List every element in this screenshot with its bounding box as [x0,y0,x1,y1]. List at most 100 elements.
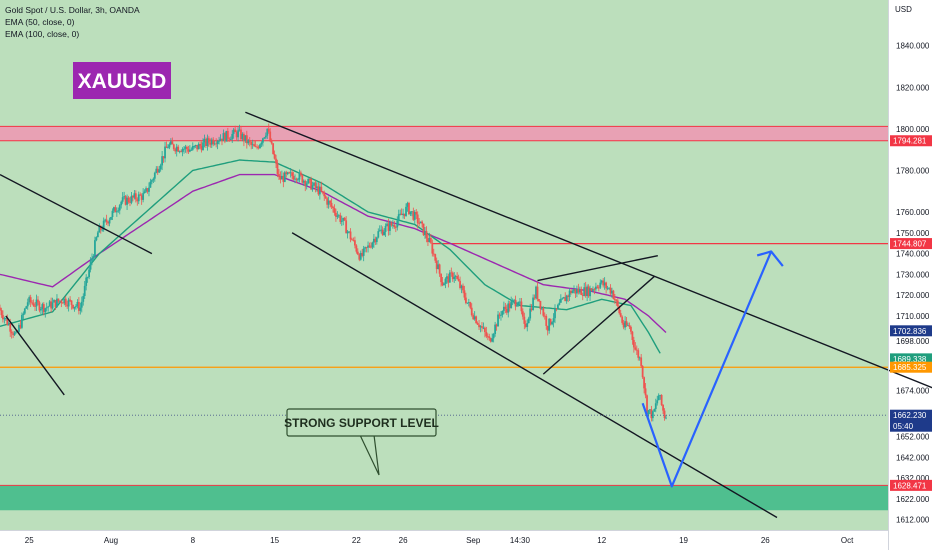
candle[interactable] [603,277,606,290]
candle[interactable] [530,304,533,312]
candle[interactable] [307,177,310,185]
candle[interactable] [451,271,454,282]
candle[interactable] [243,132,245,147]
candle[interactable] [292,171,295,181]
candle[interactable] [177,144,180,153]
candle[interactable] [576,285,578,298]
candle[interactable] [159,163,162,172]
candle[interactable] [42,302,45,316]
candle[interactable] [232,127,235,139]
candle[interactable] [650,405,653,422]
candle[interactable] [448,269,451,283]
candle[interactable] [94,236,96,257]
candle[interactable] [351,237,353,241]
candle[interactable] [662,404,664,415]
candle[interactable] [88,266,90,280]
candle[interactable] [251,139,254,149]
candle[interactable] [408,201,410,215]
candle[interactable] [123,191,126,200]
price-tag[interactable]: 1702.836 [890,325,932,337]
candle[interactable] [361,249,364,258]
candle[interactable] [497,310,499,327]
candle[interactable] [394,225,397,233]
candle[interactable] [326,196,329,209]
candle[interactable] [383,228,386,236]
candle[interactable] [48,299,51,307]
candle[interactable] [387,218,390,236]
candle[interactable] [483,326,486,338]
candle[interactable] [405,203,407,217]
candle[interactable] [80,296,83,313]
candle[interactable] [79,302,82,315]
candle[interactable] [488,333,491,341]
candle[interactable] [613,293,616,304]
candle[interactable] [34,302,36,311]
price-tag[interactable]: 1685.325 [890,361,932,373]
candle[interactable] [377,228,380,239]
candle[interactable] [321,191,324,195]
candle[interactable] [124,195,127,206]
candle[interactable] [241,132,244,142]
candle[interactable] [121,192,124,204]
candle[interactable] [628,322,631,329]
candle[interactable] [429,234,432,244]
candle[interactable] [441,277,444,287]
candle[interactable] [656,395,659,406]
candle[interactable] [21,312,23,330]
candle[interactable] [316,182,318,192]
candle[interactable] [213,140,216,146]
candle[interactable] [444,277,447,289]
candle[interactable] [660,394,663,407]
candle[interactable] [256,144,258,150]
candle[interactable] [345,216,348,234]
candle[interactable] [432,248,435,257]
candle[interactable] [63,298,66,306]
trendline[interactable] [245,111,932,389]
candle[interactable] [253,141,256,147]
candle[interactable] [64,296,67,307]
candle[interactable] [327,196,330,209]
candle[interactable] [140,193,143,205]
candle[interactable] [419,221,422,224]
candle[interactable] [278,169,280,181]
candle[interactable] [276,159,279,178]
candle[interactable] [584,281,587,298]
candle[interactable] [129,197,131,207]
candle[interactable] [409,211,412,216]
candle[interactable] [260,141,263,148]
candle[interactable] [291,169,294,180]
candle[interactable] [82,293,85,306]
candle[interactable] [45,302,48,312]
projection-path[interactable] [641,251,773,488]
candle[interactable] [218,136,220,145]
candle[interactable] [612,289,615,300]
candle[interactable] [18,323,20,334]
candle[interactable] [137,191,140,205]
candle[interactable] [143,189,146,194]
candle[interactable] [108,217,111,227]
candle[interactable] [330,198,333,210]
candle[interactable] [501,310,504,318]
candle[interactable] [259,143,261,149]
candle[interactable] [83,280,86,299]
candle[interactable] [77,297,80,315]
candle[interactable] [194,144,197,149]
candle[interactable] [134,190,137,203]
candle[interactable] [244,135,247,143]
candle[interactable] [635,345,638,355]
candle[interactable] [39,306,42,315]
candle[interactable] [127,195,130,204]
candle[interactable] [248,136,251,147]
candle[interactable] [453,272,456,283]
candle[interactable] [478,320,480,330]
candle[interactable] [520,297,523,315]
candle[interactable] [460,284,463,294]
candle[interactable] [294,174,296,184]
candle[interactable] [643,376,645,394]
candle[interactable] [599,279,602,290]
candle[interactable] [186,145,188,154]
candle[interactable] [574,289,577,298]
candle[interactable] [371,241,374,250]
candle[interactable] [111,208,114,220]
candle[interactable] [308,178,311,184]
